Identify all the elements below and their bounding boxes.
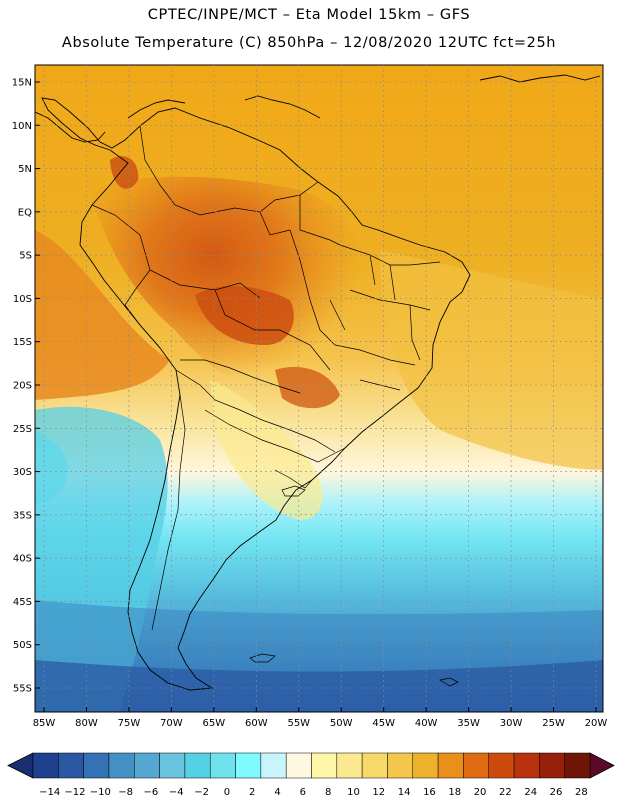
colorbar-label: −6 <box>144 787 159 798</box>
lon-label: 55W <box>287 718 310 729</box>
atlantic-warm-tongue <box>380 250 603 470</box>
colorbar-label: −2 <box>194 787 209 798</box>
lon-label: 20W <box>585 718 608 729</box>
lon-label: 45W <box>372 718 395 729</box>
colorbar-label: 24 <box>524 787 537 798</box>
colorbar-swatch <box>539 752 565 779</box>
lat-label: 30S <box>13 467 32 478</box>
colorbar-label: −4 <box>169 787 184 798</box>
country-borders <box>91 125 459 687</box>
lat-label: 10N <box>12 121 32 132</box>
colorbar-label: 28 <box>575 787 588 798</box>
hot-patch-south <box>275 367 340 409</box>
colorbar-swatch <box>387 752 414 779</box>
colorbar-swatch <box>108 752 135 779</box>
lat-label: 15N <box>12 78 32 89</box>
colorbar-label: 26 <box>550 787 563 798</box>
colorbar-label: 22 <box>499 787 512 798</box>
pacific-warm-band <box>35 230 170 400</box>
colorbar-swatch <box>58 752 84 779</box>
lat-label: 5S <box>19 251 32 262</box>
colorbar-swatch <box>209 752 236 779</box>
map-title-line2: Absolute Temperature (C) 850hPa – 12/08/… <box>61 35 557 51</box>
colorbar-label: 12 <box>372 787 385 798</box>
colorbar-label: −12 <box>64 787 85 798</box>
colorbar-swatch <box>184 752 211 779</box>
lat-label: 35S <box>13 510 32 521</box>
coldest-south-band <box>35 660 603 712</box>
temperature-field <box>35 65 603 712</box>
longitude-labels: 85W 80W 75W 70W 65W 60W 55W 50W 45W 40W 35W 30W 25W 2… <box>33 718 608 729</box>
colorbar-label: −10 <box>90 787 111 798</box>
colorbar-swatch <box>513 752 540 779</box>
colorbar-label: 20 <box>474 787 487 798</box>
warm-tongue-south <box>210 380 323 520</box>
lon-label: 60W <box>245 718 268 729</box>
colorbar-label: 16 <box>423 787 436 798</box>
colorbar-label: −14 <box>39 787 60 798</box>
colorbar-swatch <box>488 752 515 779</box>
lon-label: 75W <box>118 718 141 729</box>
lat-label: 25S <box>13 424 32 435</box>
colorbar: −14 −12 −10 −8 −6 −4 −2 0 2 4 6 8 10 12 14 16 18 20 22 24 26… <box>7 752 615 798</box>
colorbar-swatch <box>437 752 464 779</box>
lon-label: 50W <box>330 718 353 729</box>
lon-label: 65W <box>203 718 226 729</box>
graticule <box>35 65 603 712</box>
colorbar-label: 0 <box>224 787 230 798</box>
map-frame <box>34 64 604 713</box>
colorbar-underflow-triangle <box>7 752 34 779</box>
colorbar-swatch <box>134 752 160 779</box>
colorbar-label: 18 <box>448 787 461 798</box>
colorbar-swatch <box>564 752 591 779</box>
lat-label: EQ <box>18 207 32 218</box>
lat-label: 55S <box>13 684 32 695</box>
colorbar-swatch <box>32 752 59 779</box>
lon-label: 35W <box>457 718 480 729</box>
colorbar-swatch <box>159 752 186 779</box>
colorbar-swatch <box>361 752 388 779</box>
colorbar-swatch <box>83 752 110 779</box>
colorbar-label: −8 <box>118 787 133 798</box>
colorbar-label: 4 <box>274 787 280 798</box>
central-america-outline <box>35 74 601 143</box>
lon-label: 85W <box>33 718 56 729</box>
lat-label: 20S <box>13 381 32 392</box>
colorbar-swatch <box>336 752 363 779</box>
colorbar-label: 2 <box>249 787 255 798</box>
colorbar-swatch <box>285 752 312 779</box>
colorbar-label: 8 <box>325 787 331 798</box>
lon-label: 40W <box>415 718 438 729</box>
lat-label: 50S <box>13 640 32 651</box>
colorbar-swatch <box>311 752 338 779</box>
colorbar-swatch <box>463 752 489 779</box>
colorbar-label: 14 <box>398 787 411 798</box>
cold-patch-pacific <box>35 430 68 505</box>
lat-label: 40S <box>13 554 32 565</box>
lon-label: 25W <box>542 718 565 729</box>
colorbar-swatch <box>235 752 262 779</box>
colorbar-label: 6 <box>300 787 306 798</box>
colorbar-swatch <box>412 752 439 779</box>
lat-label: 15S <box>13 337 32 348</box>
lat-label: 5N <box>18 164 32 175</box>
lat-label: 45S <box>13 597 32 608</box>
colorbar-overflow-triangle <box>589 752 615 779</box>
map-title-line1: CPTEC/INPE/MCT – Eta Model 15km – GFS <box>147 7 471 23</box>
hot-patch-north <box>110 156 139 189</box>
lon-label: 30W <box>500 718 523 729</box>
colorbar-label: 10 <box>347 787 360 798</box>
south-america-outline <box>41 97 471 691</box>
lon-label: 80W <box>75 718 98 729</box>
lon-label: 70W <box>160 718 183 729</box>
colorbar-swatch <box>260 752 287 779</box>
lat-label: 10S <box>13 294 32 305</box>
latitude-labels: 15N 10N 5N EQ 5S 10S 15S 20S 25S 30S 35S 40S 45S 50S 5… <box>12 78 32 695</box>
